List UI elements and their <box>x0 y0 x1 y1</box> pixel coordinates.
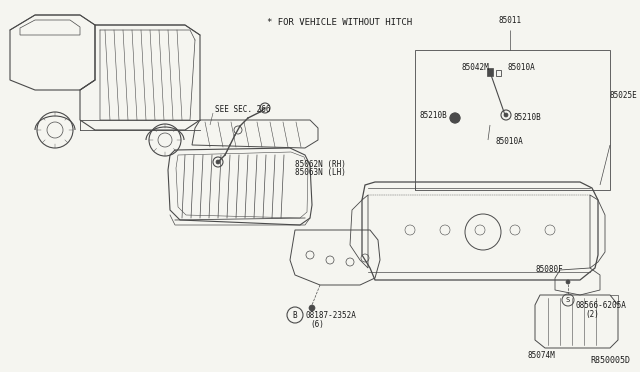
Text: B: B <box>292 311 298 320</box>
Text: 85062N (RH): 85062N (RH) <box>295 160 346 170</box>
Text: 08566-6205A: 08566-6205A <box>576 301 627 310</box>
Bar <box>496 70 501 76</box>
Bar <box>415 50 610 190</box>
Text: 85210B: 85210B <box>420 110 448 119</box>
Text: 85011: 85011 <box>499 16 522 25</box>
Text: * FOR VEHICLE WITHOUT HITCH: * FOR VEHICLE WITHOUT HITCH <box>268 18 413 27</box>
Text: 85074M: 85074M <box>528 350 556 359</box>
Text: 08187-2352A: 08187-2352A <box>305 311 356 320</box>
Text: S: S <box>566 297 570 303</box>
Circle shape <box>504 113 508 117</box>
Text: (6): (6) <box>310 321 324 330</box>
Text: 85042M: 85042M <box>462 64 490 73</box>
Bar <box>487 68 493 76</box>
Text: 85080F: 85080F <box>536 266 564 275</box>
Text: 85210B: 85210B <box>514 113 541 122</box>
Circle shape <box>450 113 460 123</box>
Circle shape <box>216 160 220 164</box>
Text: 85010A: 85010A <box>508 64 536 73</box>
Text: 85063N (LH): 85063N (LH) <box>295 169 346 177</box>
Circle shape <box>309 305 315 311</box>
Text: SEE SEC. 266: SEE SEC. 266 <box>215 106 271 115</box>
Text: 85025E: 85025E <box>610 90 637 99</box>
Text: 85010A: 85010A <box>495 138 523 147</box>
Circle shape <box>566 280 570 284</box>
Text: R850005D: R850005D <box>590 356 630 365</box>
Text: (2): (2) <box>585 310 599 318</box>
